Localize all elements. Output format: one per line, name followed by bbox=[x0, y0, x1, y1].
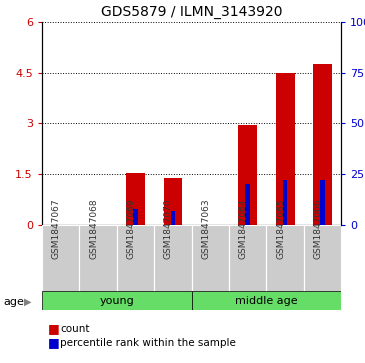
Bar bbox=[283, 180, 287, 225]
Text: ■: ■ bbox=[47, 337, 59, 350]
Bar bbox=[276, 73, 295, 225]
Bar bbox=[42, 225, 79, 292]
Title: GDS5879 / ILMN_3143920: GDS5879 / ILMN_3143920 bbox=[101, 5, 283, 19]
Bar bbox=[79, 225, 117, 292]
Bar bbox=[246, 184, 250, 225]
Bar bbox=[42, 291, 192, 310]
Text: count: count bbox=[60, 323, 90, 334]
Text: GSM1847064: GSM1847064 bbox=[239, 198, 248, 259]
Bar bbox=[164, 178, 182, 225]
Bar bbox=[192, 225, 229, 292]
Bar bbox=[304, 225, 341, 292]
Bar bbox=[117, 225, 154, 292]
Text: GSM1847066: GSM1847066 bbox=[314, 198, 323, 259]
Text: young: young bbox=[99, 296, 134, 306]
Text: percentile rank within the sample: percentile rank within the sample bbox=[60, 338, 236, 348]
Bar bbox=[154, 225, 192, 292]
Text: GSM1847070: GSM1847070 bbox=[164, 198, 173, 259]
Text: ■: ■ bbox=[47, 322, 59, 335]
Bar bbox=[266, 225, 304, 292]
Text: GSM1847068: GSM1847068 bbox=[89, 198, 98, 259]
Text: GSM1847063: GSM1847063 bbox=[201, 198, 210, 259]
Bar bbox=[313, 64, 332, 225]
Text: middle age: middle age bbox=[235, 296, 298, 306]
Bar bbox=[320, 180, 325, 225]
Text: ▶: ▶ bbox=[24, 297, 31, 307]
Bar bbox=[171, 211, 175, 225]
Text: GSM1847067: GSM1847067 bbox=[52, 198, 61, 259]
Text: GSM1847069: GSM1847069 bbox=[127, 198, 135, 259]
Bar bbox=[229, 225, 266, 292]
Text: GSM1847065: GSM1847065 bbox=[276, 198, 285, 259]
Bar bbox=[133, 209, 138, 225]
Bar bbox=[238, 125, 257, 225]
Bar bbox=[126, 172, 145, 225]
Bar bbox=[192, 291, 341, 310]
Text: age: age bbox=[4, 297, 24, 307]
